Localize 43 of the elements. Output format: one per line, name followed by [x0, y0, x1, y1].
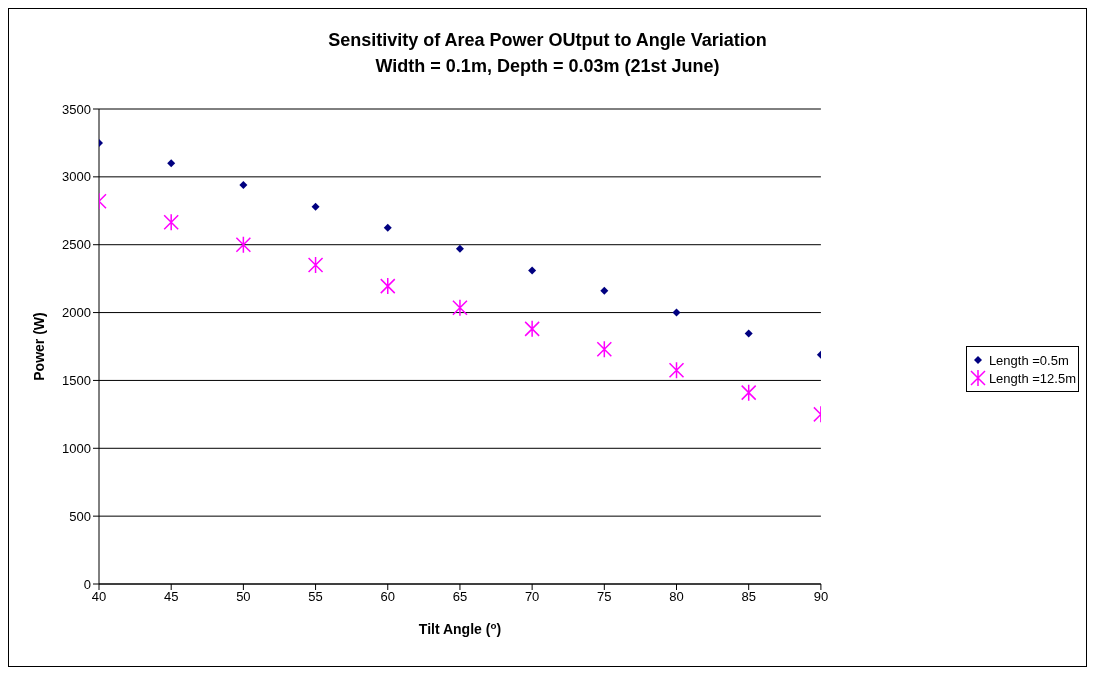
- point: [744, 329, 753, 338]
- x-tick-label: 40: [91, 589, 107, 605]
- x-axis-title: Tilt Angle ($^{o}$): [418, 619, 502, 637]
- point: [380, 277, 396, 295]
- y-tick-label: 500: [69, 508, 91, 524]
- point: [383, 223, 392, 232]
- point: [528, 266, 537, 275]
- x-tick-label: 65: [452, 589, 468, 605]
- chart-subtitle: Width = 0.1m, Depth = 0.03m (21st June): [374, 55, 721, 78]
- point: [596, 340, 613, 358]
- point: [452, 299, 468, 317]
- point: [307, 256, 324, 274]
- y-tick-label: 3000: [62, 169, 91, 185]
- point: [740, 383, 757, 402]
- legend-label: Length =0.5m: [988, 352, 1069, 368]
- x-tick-label: 90: [813, 589, 829, 605]
- point: [239, 181, 248, 189]
- point: [524, 320, 540, 338]
- point: [311, 202, 320, 211]
- x-tick-label: 85: [741, 589, 756, 605]
- point: [668, 361, 685, 379]
- point: [163, 213, 179, 232]
- x-tick-label: 45: [163, 589, 179, 605]
- x-tick-label: 55: [308, 589, 323, 605]
- y-tick-label: 1500: [62, 373, 91, 389]
- x-tick-label: 75: [597, 589, 612, 605]
- x-tick-label: 80: [669, 589, 684, 605]
- point: [455, 244, 464, 253]
- chart-title: Sensitivity of Area Power OUtput to Angle Variation: [327, 29, 768, 52]
- y-tick-label: 0: [83, 576, 91, 592]
- y-tick-label: 3500: [62, 101, 91, 117]
- point: [672, 308, 681, 317]
- legend-label: Length =12.5m: [988, 370, 1076, 386]
- x-tick-label: 60: [380, 589, 395, 605]
- y-tick-label: 1000: [62, 440, 91, 456]
- point: [167, 159, 176, 168]
- x-tick-label: 70: [524, 589, 540, 605]
- y-axis-title: Power (W): [30, 312, 47, 381]
- x-tick-label: 50: [236, 589, 251, 605]
- y-tick-label: 2000: [62, 305, 91, 321]
- point: [235, 235, 252, 254]
- y-tick-label: 2500: [62, 237, 91, 253]
- point: [600, 286, 609, 295]
